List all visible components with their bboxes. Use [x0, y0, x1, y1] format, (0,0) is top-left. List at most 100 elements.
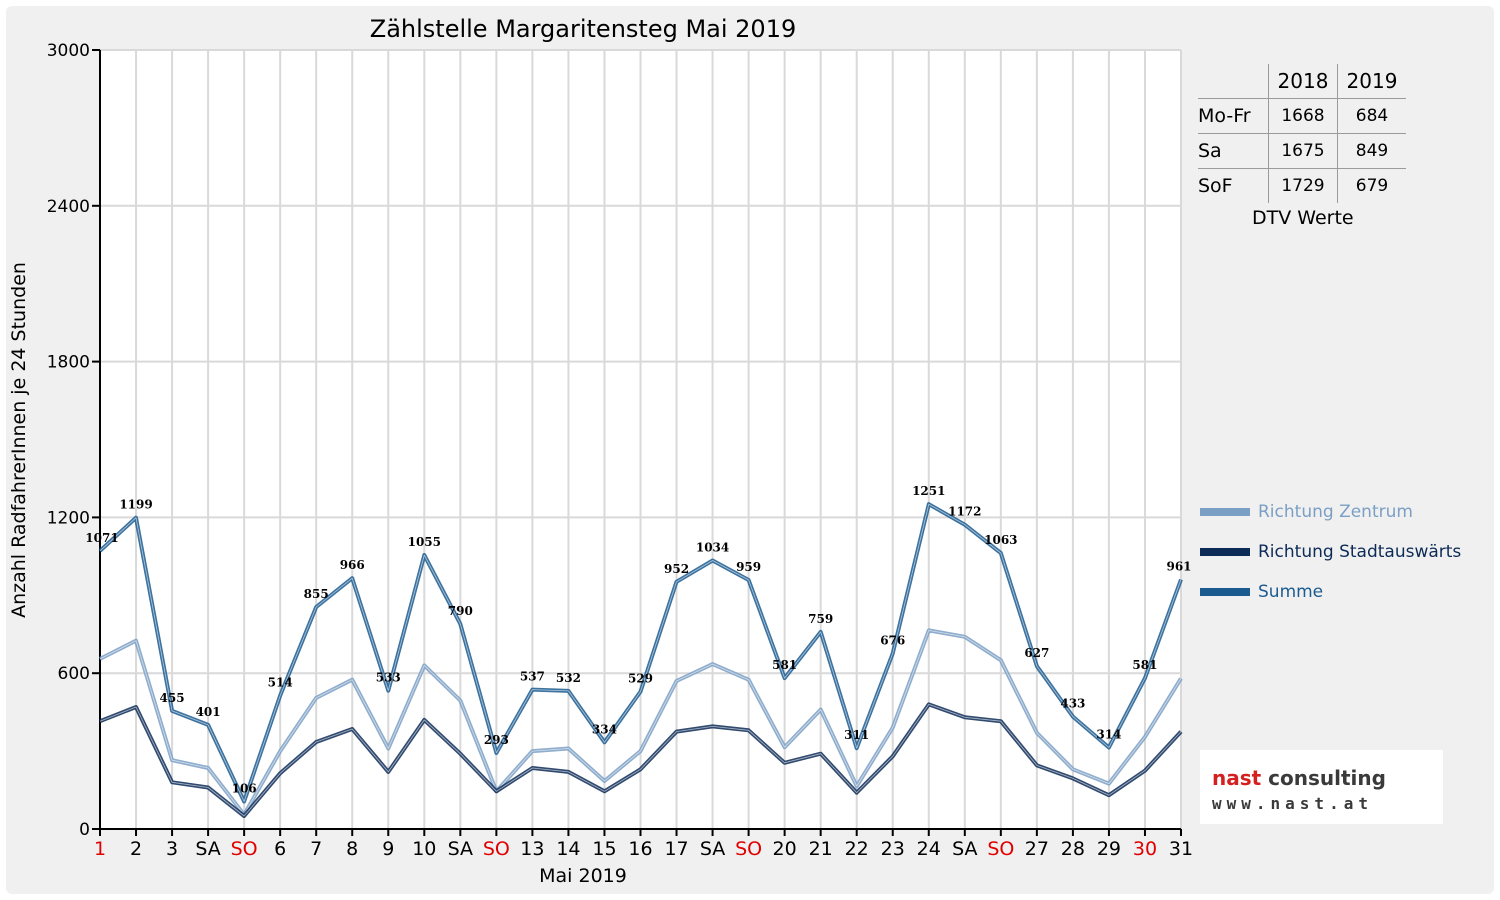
grid — [99, 49, 1182, 830]
data-label: 529 — [628, 672, 653, 686]
x-tick-label: 20 — [773, 838, 797, 860]
dtv-cell: 684 — [1337, 98, 1406, 134]
data-label: 790 — [448, 604, 473, 618]
dtv-cell: 849 — [1337, 133, 1406, 169]
x-axis-label: Mai 2019 — [539, 865, 627, 887]
x-tick-label: 31 — [1169, 838, 1193, 860]
dtv-cell: 679 — [1337, 168, 1406, 203]
data-label: 314 — [1096, 727, 1121, 741]
data-label: 433 — [1060, 697, 1085, 711]
x-tick-label: 24 — [917, 838, 941, 860]
data-label: 759 — [808, 612, 833, 626]
y-tick-label: 1200 — [47, 508, 90, 528]
dtv-cell: 1675 — [1268, 133, 1338, 169]
x-tick-label: 27 — [1025, 838, 1049, 860]
y-tick-labels: 0 600 1200 1800 2400 3000 — [47, 41, 90, 840]
data-label: 855 — [304, 587, 329, 601]
y-tick-label: 1800 — [47, 353, 90, 373]
x-tick-label: 6 — [274, 838, 286, 860]
data-label: 311 — [844, 728, 869, 742]
data-label: 952 — [664, 562, 689, 576]
legend-swatch — [1200, 588, 1250, 596]
data-label: 514 — [268, 676, 293, 690]
x-tick-label: SA — [448, 838, 473, 860]
x-tick-label: 21 — [809, 838, 833, 860]
x-tick-label: 29 — [1097, 838, 1121, 860]
dtv-cell: 1729 — [1268, 168, 1338, 203]
x-tick-label: 8 — [346, 838, 358, 860]
series-line-2-highlight — [99, 503, 1182, 802]
series-line-0-highlight — [99, 630, 1182, 816]
data-label: 1063 — [984, 533, 1017, 547]
data-label: 966 — [340, 558, 365, 572]
y-axis-label: Anzahl RadfahrerInnen je 24 Stunden — [8, 262, 30, 618]
x-tick-label: 15 — [592, 838, 616, 860]
dtv-row-label: Sa — [1198, 133, 1269, 169]
logo-wordmark: nast consulting — [1212, 766, 1386, 790]
x-tick-label: 16 — [628, 838, 652, 860]
x-tick-label: SA — [700, 838, 725, 860]
series-line-1-highlight — [99, 704, 1182, 817]
legend-label: Richtung Stadtauswärts — [1258, 542, 1462, 562]
dtv-row-label: SoF — [1198, 175, 1233, 197]
dtv-corner — [1198, 64, 1269, 99]
y-tick-label: 2400 — [47, 197, 90, 217]
x-tick-label: SO — [735, 838, 762, 860]
dtv-table: 2018 2019 Mo-Fr 1668 684 Sa 1675 849 SoF… — [1198, 64, 1406, 229]
data-label: 334 — [592, 722, 617, 736]
x-tick-label: 3 — [166, 838, 178, 860]
x-tick-label: SO — [987, 838, 1014, 860]
x-tick-label: 28 — [1061, 838, 1085, 860]
legend-swatch — [1200, 548, 1250, 556]
data-label: 455 — [160, 691, 185, 705]
data-label: 401 — [196, 705, 221, 719]
x-tick-label: SA — [952, 838, 977, 860]
data-label: 533 — [376, 671, 401, 685]
legend-item-summe: Summe — [1200, 572, 1461, 612]
legend-item-stadtauswaerts: Richtung Stadtauswärts — [1200, 532, 1461, 572]
legend-label: Richtung Zentrum — [1258, 502, 1413, 522]
y-tick-label: 600 — [58, 664, 90, 684]
company-logo: nast consulting www.nast.at — [1200, 750, 1443, 824]
logo-url: www.nast.at — [1212, 794, 1373, 813]
dtv-cell: 1668 — [1268, 98, 1338, 134]
data-label: 1251 — [912, 484, 945, 498]
axes — [92, 49, 1182, 836]
data-label: 581 — [772, 658, 797, 672]
data-label: 1034 — [696, 541, 729, 555]
dtv-header-2018: 2018 — [1268, 64, 1338, 99]
data-label: 293 — [484, 733, 509, 747]
data-label: 961 — [1166, 559, 1191, 573]
x-tick-label: 13 — [520, 838, 544, 860]
legend-swatch — [1200, 508, 1250, 516]
x-tick-label: 7 — [310, 838, 322, 860]
data-label: 627 — [1024, 646, 1049, 660]
x-tick-label: SO — [231, 838, 258, 860]
dtv-header-2019: 2019 — [1337, 64, 1406, 99]
data-label: 1071 — [85, 531, 118, 545]
legend: Richtung Zentrum Richtung Stadtauswärts … — [1200, 492, 1461, 612]
data-label: 532 — [556, 671, 581, 685]
data-label: 959 — [736, 560, 761, 574]
data-label: 537 — [520, 670, 545, 684]
data-labels: 1071 1199 455 401 106 514 855 966 533 1055 790 293 5… — [85, 484, 1191, 795]
data-label: 1055 — [408, 535, 441, 549]
dtv-caption: DTV Werte — [1252, 207, 1354, 229]
dtv-row-label: Mo-Fr — [1198, 98, 1269, 134]
data-label: 1172 — [948, 505, 981, 519]
x-tick-labels: 1 2 3 SA SO 6 7 8 9 10 SA SO 13 14 15 16 17 SA SO 20 21 22 23 2… — [94, 838, 1193, 860]
x-tick-label: 22 — [845, 838, 869, 860]
x-tick-label: SO — [483, 838, 510, 860]
data-label: 1199 — [119, 498, 152, 512]
legend-item-zentrum: Richtung Zentrum — [1200, 492, 1461, 532]
x-tick-label: 1 — [94, 838, 106, 860]
data-label: 106 — [232, 781, 257, 795]
x-tick-label: SA — [195, 838, 220, 860]
x-tick-label: 2 — [130, 838, 142, 860]
series-lines — [98, 502, 1183, 818]
x-tick-label: 23 — [881, 838, 905, 860]
y-tick-label: 0 — [79, 820, 90, 840]
x-tick-label: 17 — [664, 838, 688, 860]
x-tick-label: 9 — [382, 838, 394, 860]
